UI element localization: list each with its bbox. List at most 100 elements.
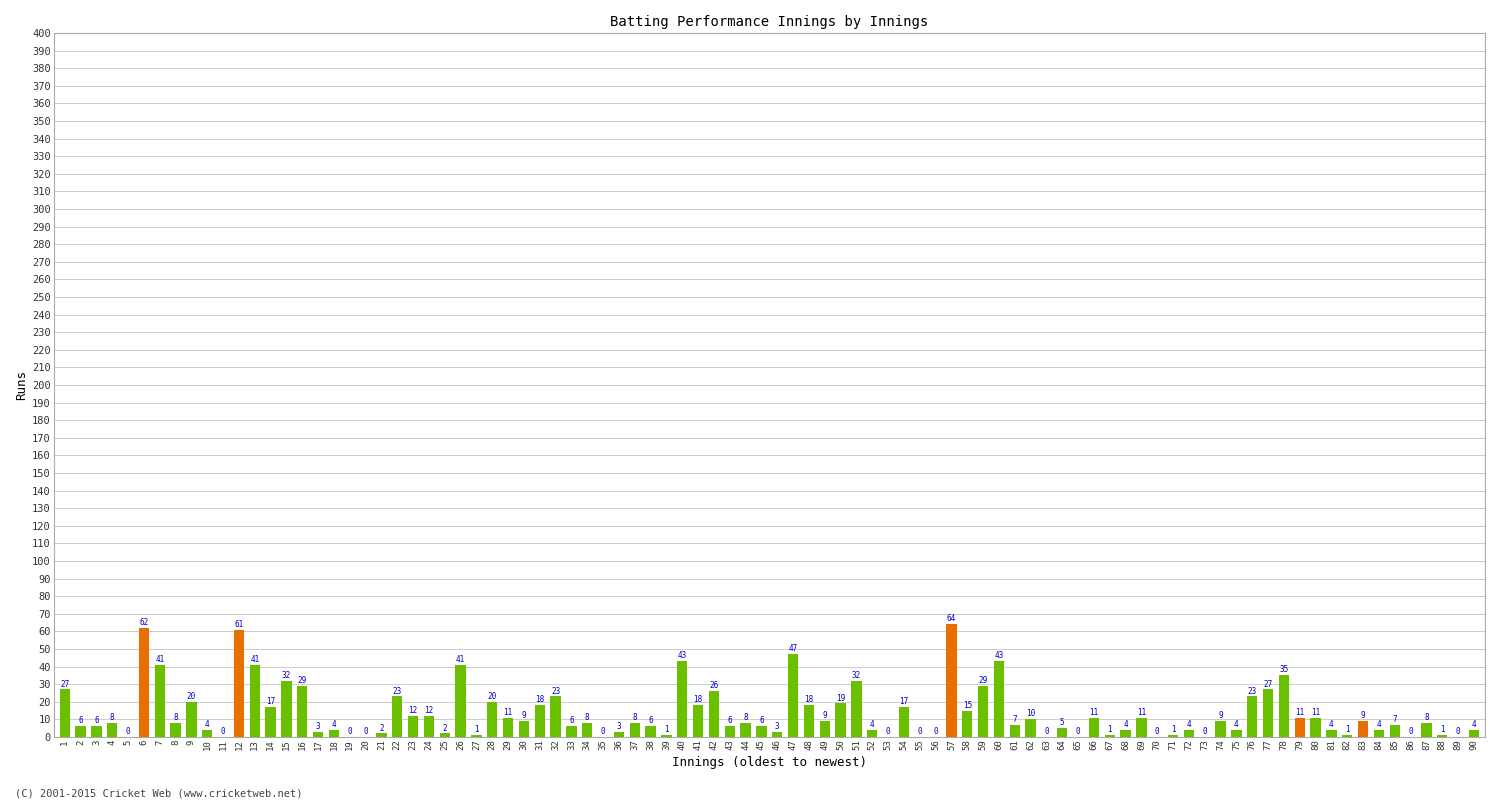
Bar [898,707,909,737]
Text: 9: 9 [522,711,526,720]
Bar [1326,730,1336,737]
Bar [1389,725,1400,737]
Bar [92,726,102,737]
Text: 4: 4 [1329,720,1334,729]
Text: 17: 17 [900,697,909,706]
Text: 3: 3 [616,722,621,730]
Bar [297,686,307,737]
Bar [456,665,465,737]
Bar [819,721,830,737]
Text: 0: 0 [126,727,130,736]
Bar [1104,735,1114,737]
Bar [519,721,530,737]
Bar [75,726,86,737]
Bar [202,730,213,737]
Text: 1: 1 [664,726,669,734]
Bar [1263,690,1274,737]
Text: 4: 4 [1124,720,1128,729]
Bar [693,706,703,737]
Text: 4: 4 [1234,720,1239,729]
Text: 1: 1 [474,726,478,734]
Text: 18: 18 [536,695,544,704]
Text: 0: 0 [918,727,922,736]
Text: 7: 7 [1013,714,1017,724]
Text: 0: 0 [220,727,225,736]
Bar [1422,723,1431,737]
Text: 23: 23 [393,686,402,695]
Text: 41: 41 [456,655,465,664]
Bar [1294,718,1305,737]
Text: 0: 0 [933,727,938,736]
Bar [836,703,846,737]
Text: 32: 32 [282,670,291,680]
Text: 11: 11 [1089,708,1098,717]
Text: 35: 35 [1280,666,1288,674]
Text: 0: 0 [363,727,368,736]
Bar [534,706,544,737]
Bar [1010,725,1020,737]
Text: 0: 0 [1044,727,1048,736]
Title: Batting Performance Innings by Innings: Batting Performance Innings by Innings [610,15,928,29]
Text: 6: 6 [759,717,764,726]
Bar [376,734,387,737]
Bar [662,735,672,737]
Text: 4: 4 [1377,720,1382,729]
Bar [266,707,276,737]
Bar [282,681,291,737]
Bar [392,697,402,737]
Text: 3: 3 [776,722,780,730]
Bar [724,726,735,737]
Bar [328,730,339,737]
Text: 19: 19 [836,694,844,702]
Bar [408,716,419,737]
Text: 12: 12 [408,706,417,715]
Text: 27: 27 [1263,679,1272,689]
Text: 6: 6 [94,717,99,726]
Text: 6: 6 [728,717,732,726]
Bar [249,665,259,737]
Bar [1184,730,1194,737]
Bar [1168,735,1178,737]
Text: 20: 20 [488,692,496,701]
Bar [1311,718,1320,737]
Text: 9: 9 [1360,711,1365,720]
Bar [550,697,561,737]
Bar [1137,718,1146,737]
Bar [804,706,814,737]
Text: 0: 0 [602,727,606,736]
Text: 43: 43 [678,651,687,660]
Bar [1437,735,1448,737]
Text: 11: 11 [1137,708,1146,717]
Bar [488,702,498,737]
Text: 4: 4 [1472,720,1476,729]
Text: 0: 0 [1408,727,1413,736]
Bar [710,691,718,737]
Text: 29: 29 [297,676,307,685]
Bar [1232,730,1242,737]
Text: 41: 41 [251,655,260,664]
Bar [1280,675,1288,737]
Text: 0: 0 [1456,727,1461,736]
Bar [614,732,624,737]
Text: 43: 43 [994,651,1004,660]
Bar [1468,730,1479,737]
Bar [1342,735,1353,737]
Bar [171,723,182,737]
Text: 64: 64 [946,614,956,623]
Text: 1: 1 [1346,726,1350,734]
Text: 32: 32 [852,670,861,680]
Text: 15: 15 [963,701,972,710]
Text: 23: 23 [550,686,560,695]
Bar [60,690,70,737]
Bar [756,726,766,737]
Text: 5: 5 [1060,718,1065,727]
Bar [1246,697,1257,737]
Bar [962,710,972,737]
Text: 0: 0 [1155,727,1160,736]
Text: 18: 18 [804,695,813,704]
Bar [154,665,165,737]
Text: 4: 4 [206,720,210,729]
Text: 47: 47 [789,644,798,654]
Text: 11: 11 [504,708,513,717]
Text: 8: 8 [110,713,114,722]
